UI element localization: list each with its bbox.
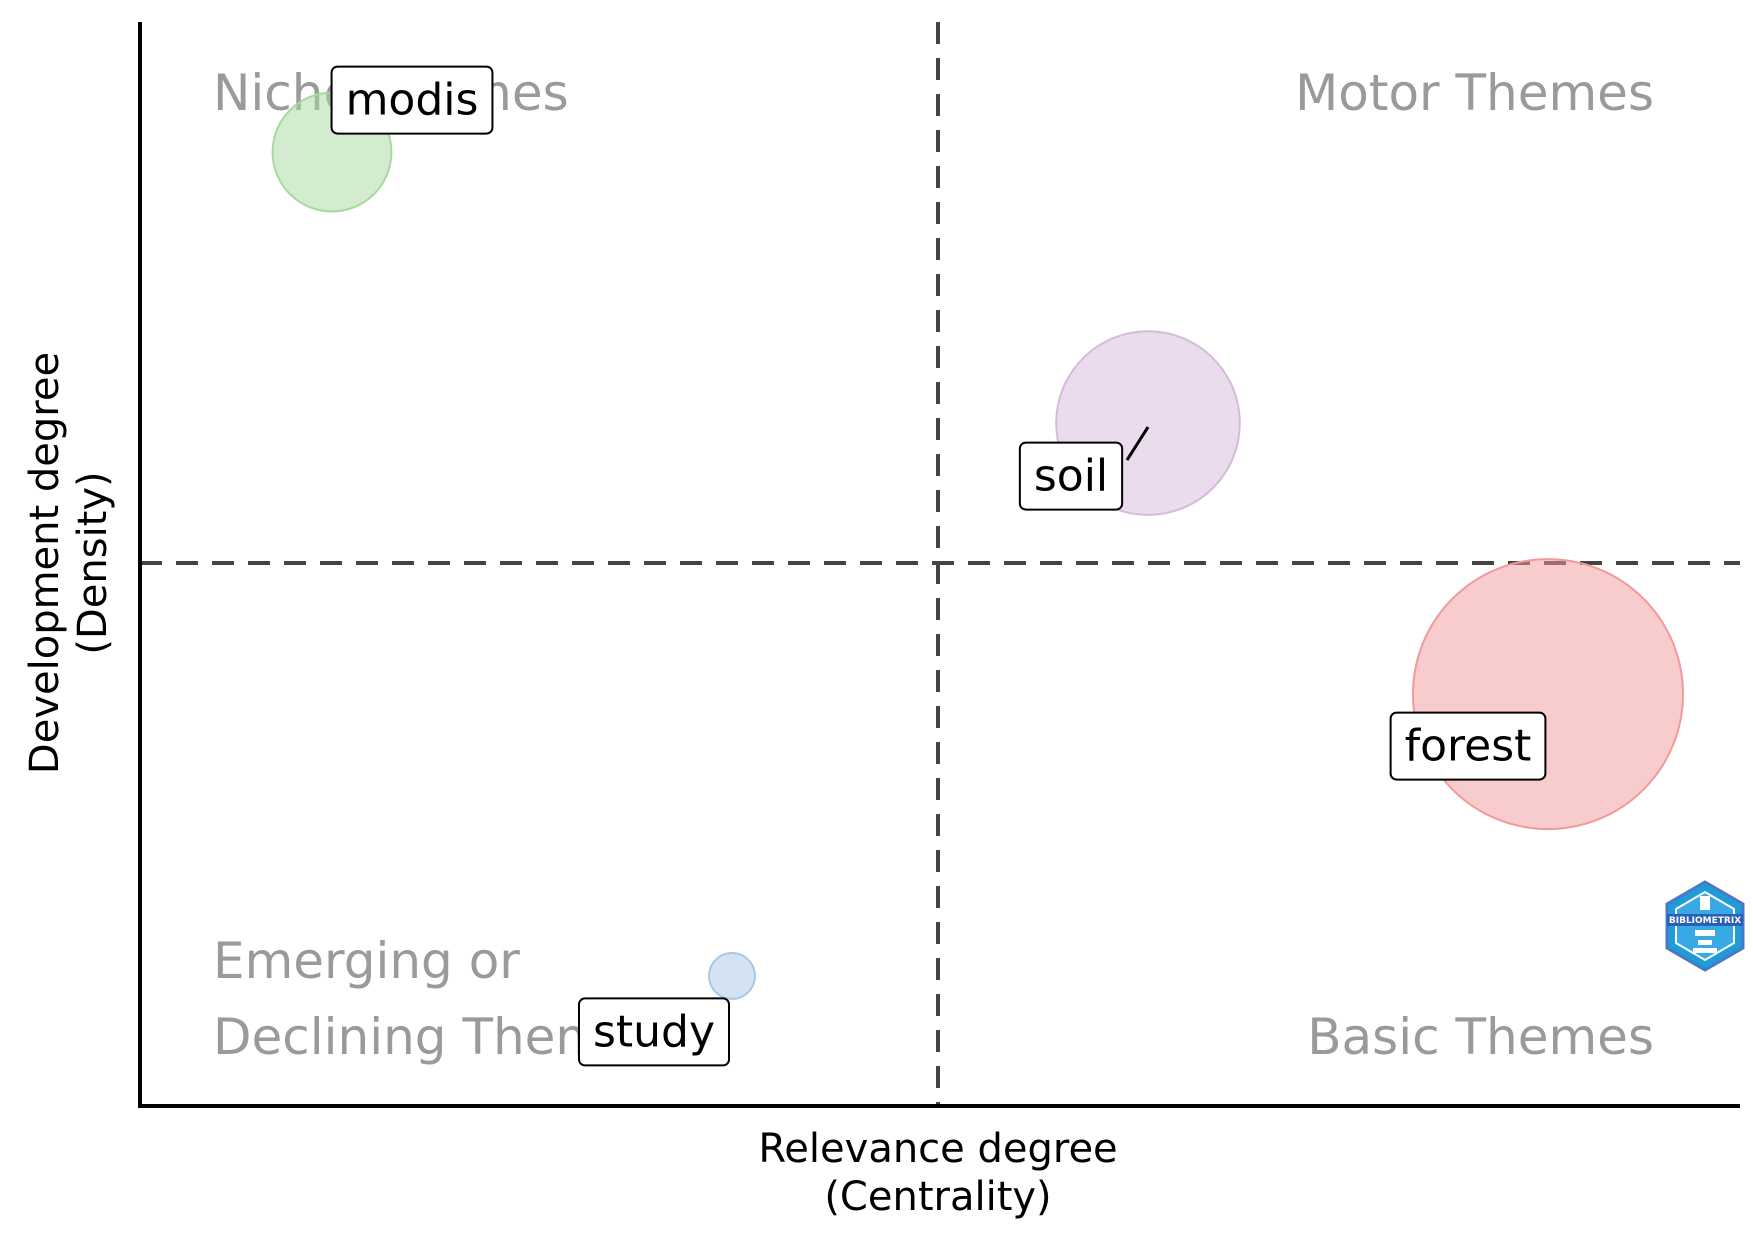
- bubble-study: [708, 951, 756, 1000]
- y-axis-title-line2: (Density): [70, 471, 116, 654]
- point-label-text-study: study: [593, 1006, 715, 1057]
- point-label-text-modis: modis: [346, 75, 479, 126]
- point-label-layer: modis soil forest study: [330, 65, 1547, 1067]
- x-axis-title-line2: (Centrality): [824, 1174, 1051, 1220]
- bibliometrix-logo: BIBLIOMETRIX: [1665, 880, 1745, 972]
- quadrant-label-bottom-left-line1: Emerging or: [213, 932, 520, 990]
- y-axis-title-line1: Development degree: [22, 352, 68, 774]
- point-label-box-study: [577, 997, 731, 1067]
- bubble-layer: [271, 91, 1684, 1000]
- point-label-text-forest: forest: [1405, 721, 1532, 772]
- quadrant-label-top-right: Motor Themes: [1295, 64, 1654, 122]
- point-label-box-modis: [330, 65, 494, 135]
- quadrant-label-bottom-right: Basic Themes: [1307, 1008, 1654, 1066]
- point-label-soil: soil: [1018, 441, 1124, 511]
- point-label-modis: modis: [330, 65, 494, 135]
- point-label-study: study: [577, 997, 731, 1067]
- label-connector-soil: [1125, 426, 1150, 461]
- x-axis-title-line1: Relevance degree: [758, 1126, 1117, 1172]
- point-label-box-forest: [1389, 711, 1547, 781]
- logo-text: BIBLIOMETRIX: [1669, 916, 1741, 926]
- point-label-text-soil: soil: [1034, 451, 1108, 502]
- bubble-forest: [1412, 558, 1684, 831]
- point-label-forest: forest: [1389, 711, 1547, 781]
- point-label-box-soil: [1018, 441, 1124, 511]
